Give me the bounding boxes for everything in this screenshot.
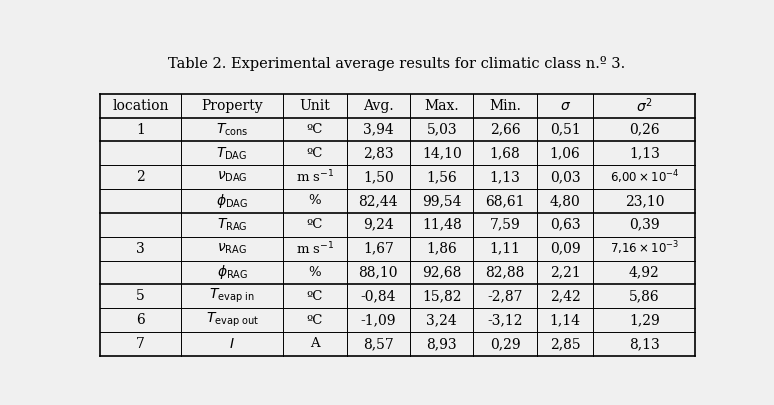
Text: 2,83: 2,83: [363, 146, 394, 160]
Text: 0,29: 0,29: [490, 337, 520, 351]
Text: 0,26: 0,26: [629, 123, 659, 136]
Text: $\sigma$: $\sigma$: [560, 99, 570, 113]
Text: Max.: Max.: [424, 99, 459, 113]
Text: 1,56: 1,56: [426, 170, 457, 184]
Text: -1,09: -1,09: [361, 313, 396, 327]
Text: 2,42: 2,42: [550, 289, 580, 303]
Text: 1,86: 1,86: [426, 242, 457, 256]
Text: ºC: ºC: [307, 313, 323, 326]
Text: $\nu_{\mathrm{DAG}}$: $\nu_{\mathrm{DAG}}$: [217, 170, 248, 184]
Text: $T_{\mathrm{RAG}}$: $T_{\mathrm{RAG}}$: [217, 217, 248, 233]
Text: %: %: [309, 266, 321, 279]
Text: 0,51: 0,51: [550, 123, 580, 136]
Text: 4,92: 4,92: [629, 265, 659, 279]
Text: 1,13: 1,13: [629, 146, 659, 160]
Text: 15,82: 15,82: [422, 289, 461, 303]
Text: $6{,}00\times10^{-4}$: $6{,}00\times10^{-4}$: [610, 168, 679, 186]
Text: m s$^{-1}$: m s$^{-1}$: [296, 169, 334, 185]
Text: 8,13: 8,13: [629, 337, 659, 351]
Text: 1,13: 1,13: [490, 170, 521, 184]
Text: Avg.: Avg.: [363, 99, 394, 113]
Text: A: A: [310, 337, 320, 350]
Text: 1,06: 1,06: [550, 146, 580, 160]
Text: 5: 5: [136, 289, 145, 303]
Text: 3,94: 3,94: [363, 123, 394, 136]
Text: 1: 1: [136, 123, 145, 136]
Text: 2,21: 2,21: [550, 265, 580, 279]
Text: 88,10: 88,10: [358, 265, 398, 279]
Text: -0,84: -0,84: [361, 289, 396, 303]
Text: 5,03: 5,03: [426, 123, 457, 136]
Text: 82,44: 82,44: [358, 194, 398, 208]
Text: Table 2. Experimental average results for climatic class n.º 3.: Table 2. Experimental average results fo…: [168, 56, 625, 71]
Text: 9,24: 9,24: [363, 218, 394, 232]
Text: 6: 6: [136, 313, 145, 327]
Text: 11,48: 11,48: [422, 218, 461, 232]
Text: $I$: $I$: [229, 337, 235, 351]
Text: $\nu_{\mathrm{RAG}}$: $\nu_{\mathrm{RAG}}$: [217, 241, 247, 256]
Text: 3,24: 3,24: [426, 313, 457, 327]
Text: 92,68: 92,68: [422, 265, 461, 279]
Text: 68,61: 68,61: [485, 194, 525, 208]
Text: $\phi_{\mathrm{DAG}}$: $\phi_{\mathrm{DAG}}$: [216, 192, 248, 210]
Text: 5,86: 5,86: [629, 289, 659, 303]
Text: 23,10: 23,10: [625, 194, 664, 208]
Text: ºC: ºC: [307, 290, 323, 303]
Text: ºC: ºC: [307, 218, 323, 231]
Text: $7{,}16\times10^{-3}$: $7{,}16\times10^{-3}$: [610, 240, 679, 258]
Text: 0,63: 0,63: [550, 218, 580, 232]
Text: 1,11: 1,11: [490, 242, 521, 256]
Text: $T_{\mathrm{cons}}$: $T_{\mathrm{cons}}$: [216, 122, 248, 138]
Text: Property: Property: [201, 99, 263, 113]
Text: 0,03: 0,03: [550, 170, 580, 184]
Text: 7,59: 7,59: [490, 218, 520, 232]
Text: 0,39: 0,39: [629, 218, 659, 232]
Text: ºC: ºC: [307, 147, 323, 160]
Text: 7: 7: [136, 337, 145, 351]
Text: $T_{\mathrm{evap\ in}}$: $T_{\mathrm{evap\ in}}$: [209, 287, 255, 305]
Text: $\phi_{\mathrm{RAG}}$: $\phi_{\mathrm{RAG}}$: [217, 263, 248, 281]
Text: $T_{\mathrm{evap\ out}}$: $T_{\mathrm{evap\ out}}$: [206, 311, 259, 329]
Text: -2,87: -2,87: [488, 289, 523, 303]
Text: Min.: Min.: [489, 99, 521, 113]
Text: %: %: [309, 194, 321, 207]
Text: 1,29: 1,29: [629, 313, 659, 327]
Text: 2,85: 2,85: [550, 337, 580, 351]
Text: 1,67: 1,67: [363, 242, 394, 256]
Text: 2: 2: [136, 170, 145, 184]
Text: 8,93: 8,93: [426, 337, 457, 351]
Text: Unit: Unit: [300, 99, 330, 113]
Text: location: location: [112, 99, 169, 113]
Text: $\sigma^2$: $\sigma^2$: [636, 96, 652, 115]
Text: 4,80: 4,80: [550, 194, 580, 208]
Text: 0,09: 0,09: [550, 242, 580, 256]
Text: 1,68: 1,68: [490, 146, 520, 160]
Text: m s$^{-1}$: m s$^{-1}$: [296, 240, 334, 257]
Text: 1,50: 1,50: [363, 170, 394, 184]
Text: 82,88: 82,88: [485, 265, 525, 279]
Text: 8,57: 8,57: [363, 337, 394, 351]
Text: 99,54: 99,54: [422, 194, 461, 208]
Text: $T_{\mathrm{DAG}}$: $T_{\mathrm{DAG}}$: [217, 145, 248, 162]
Text: ºC: ºC: [307, 123, 323, 136]
Text: 14,10: 14,10: [422, 146, 461, 160]
Text: 3: 3: [136, 242, 145, 256]
Text: 2,66: 2,66: [490, 123, 520, 136]
Text: 1,14: 1,14: [550, 313, 580, 327]
Text: -3,12: -3,12: [488, 313, 523, 327]
